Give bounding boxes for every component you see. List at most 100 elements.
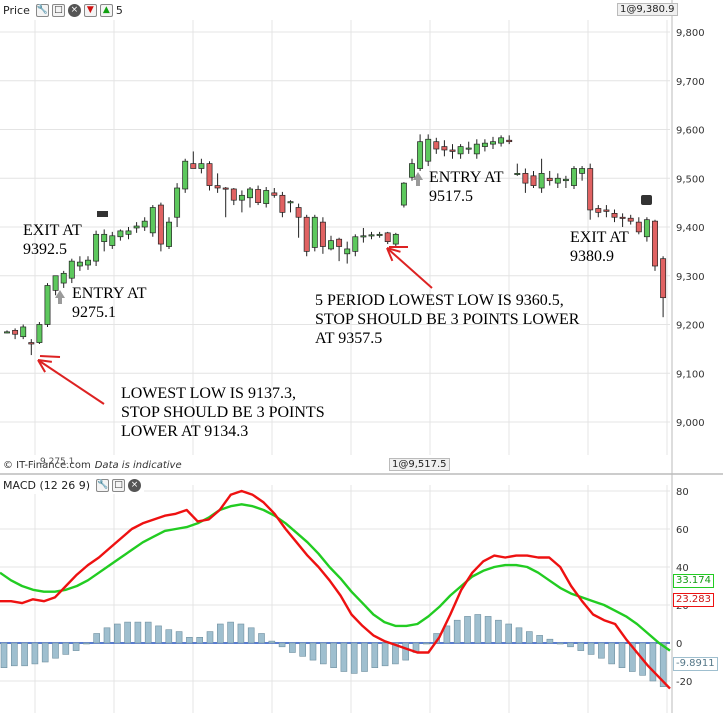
candle-body (101, 233, 108, 242)
signal-value-badge: 33.174 (673, 574, 714, 588)
histogram-bar (330, 642, 337, 669)
candle-body (247, 188, 253, 199)
candle-body (481, 142, 488, 147)
candle-body (498, 137, 505, 144)
five-period-arrow-head (386, 247, 401, 262)
macd-tick-label: 40 (676, 563, 689, 574)
candle-body (182, 160, 189, 190)
signal-line (0, 503, 671, 652)
candle-body (473, 143, 480, 155)
entry-arrow-icon (55, 290, 65, 304)
macd-tick-label: 0 (676, 639, 682, 650)
candle-body (68, 260, 75, 279)
histogram-value-badge: -9.8911 (673, 657, 718, 671)
candle-body (595, 208, 602, 213)
macd-tick-label: -20 (676, 677, 692, 688)
candle-body (627, 217, 634, 222)
price-gridlines (0, 20, 670, 455)
candle-body (287, 201, 294, 204)
candle-body (206, 163, 213, 186)
source-label: © IT-Finance.com (3, 460, 91, 471)
histogram-bar (124, 621, 131, 644)
annotation-entry-1: ENTRY AT 9275.1 (72, 285, 147, 321)
wrench-icon[interactable]: 🔧 (35, 4, 49, 17)
price-tick-label: 9,200 (676, 321, 705, 332)
wrench-icon[interactable]: 🔧 (96, 479, 110, 492)
histogram-bar (309, 642, 317, 661)
move-down-icon[interactable]: ▼ (83, 4, 97, 17)
window-icon[interactable]: □ (51, 4, 65, 17)
candle-body (238, 194, 245, 201)
disclaimer-label: Data is indicative (94, 460, 182, 471)
candle-body (611, 213, 618, 218)
candle-body (198, 163, 205, 169)
histogram-bar (11, 642, 18, 667)
candle-body (530, 175, 537, 186)
price-tick-label: 9,800 (676, 28, 705, 39)
histogram-bar (134, 621, 142, 644)
histogram-bar (227, 621, 234, 644)
candle-body (619, 216, 626, 219)
candle-body (490, 141, 496, 145)
candle-body (222, 187, 229, 190)
candle-body (392, 233, 399, 245)
histogram-bar (144, 621, 152, 644)
candle-body (328, 240, 334, 250)
histogram-bar (319, 642, 327, 665)
price-tick-label: 9,700 (676, 77, 705, 88)
candle-body (149, 207, 156, 234)
histogram-bar (484, 616, 492, 644)
candle-body (214, 185, 221, 189)
histogram-bar (340, 642, 348, 672)
histogram-bar (371, 642, 379, 669)
candle-body (449, 149, 456, 152)
price-pane-title: Price (3, 4, 30, 17)
histogram-bar (587, 642, 595, 655)
histogram-bar (52, 642, 59, 659)
candle-body (157, 204, 164, 245)
candle-body (319, 221, 326, 247)
candle-body (117, 230, 124, 238)
histogram-bar (495, 619, 502, 644)
histogram-bar (546, 638, 554, 644)
exit-marker-icon (641, 195, 652, 205)
candle-body (60, 272, 67, 284)
histogram-bar (392, 642, 399, 665)
histogram-bar (72, 642, 80, 651)
histogram-bar (381, 642, 389, 667)
histogram-bar (649, 642, 657, 682)
candle-body (36, 324, 43, 343)
close-icon[interactable]: × (67, 4, 81, 17)
histogram-bar (62, 642, 70, 655)
candle-body (109, 235, 116, 246)
histogram-bar (453, 619, 461, 644)
price-tick-label: 9,400 (676, 223, 705, 234)
histogram-bar (598, 642, 605, 659)
candle-body (554, 177, 561, 184)
candle-body (457, 146, 464, 155)
candle-body (133, 225, 140, 229)
histogram-bar (186, 636, 193, 644)
macd-tick-label: 80 (676, 487, 689, 498)
candle-body (76, 261, 83, 267)
candle-body (125, 230, 132, 235)
candle-body (190, 163, 197, 169)
candle-body (579, 168, 586, 174)
price-tick-label: 9,100 (676, 369, 705, 380)
window-icon[interactable]: □ (112, 479, 126, 492)
close-icon[interactable]: × (128, 479, 142, 492)
candle-body (93, 233, 100, 262)
histogram-bar (268, 640, 276, 644)
candle-body (344, 248, 351, 255)
histogram-bar (402, 642, 410, 661)
price-pane-header: Price 🔧 □ × ▼ ▲ 5 (0, 2, 126, 19)
candle-body (384, 232, 391, 242)
histogram-bar (103, 627, 111, 644)
lowest-low-arrow (37, 359, 105, 405)
histogram-bar (422, 642, 430, 645)
data-source-footer: © IT-Finance.com Data is indicative (3, 460, 182, 471)
candle-body (52, 275, 59, 291)
move-up-icon[interactable]: ▲ (99, 4, 113, 17)
histogram-bar (505, 623, 513, 644)
macd-gridlines (0, 485, 670, 713)
